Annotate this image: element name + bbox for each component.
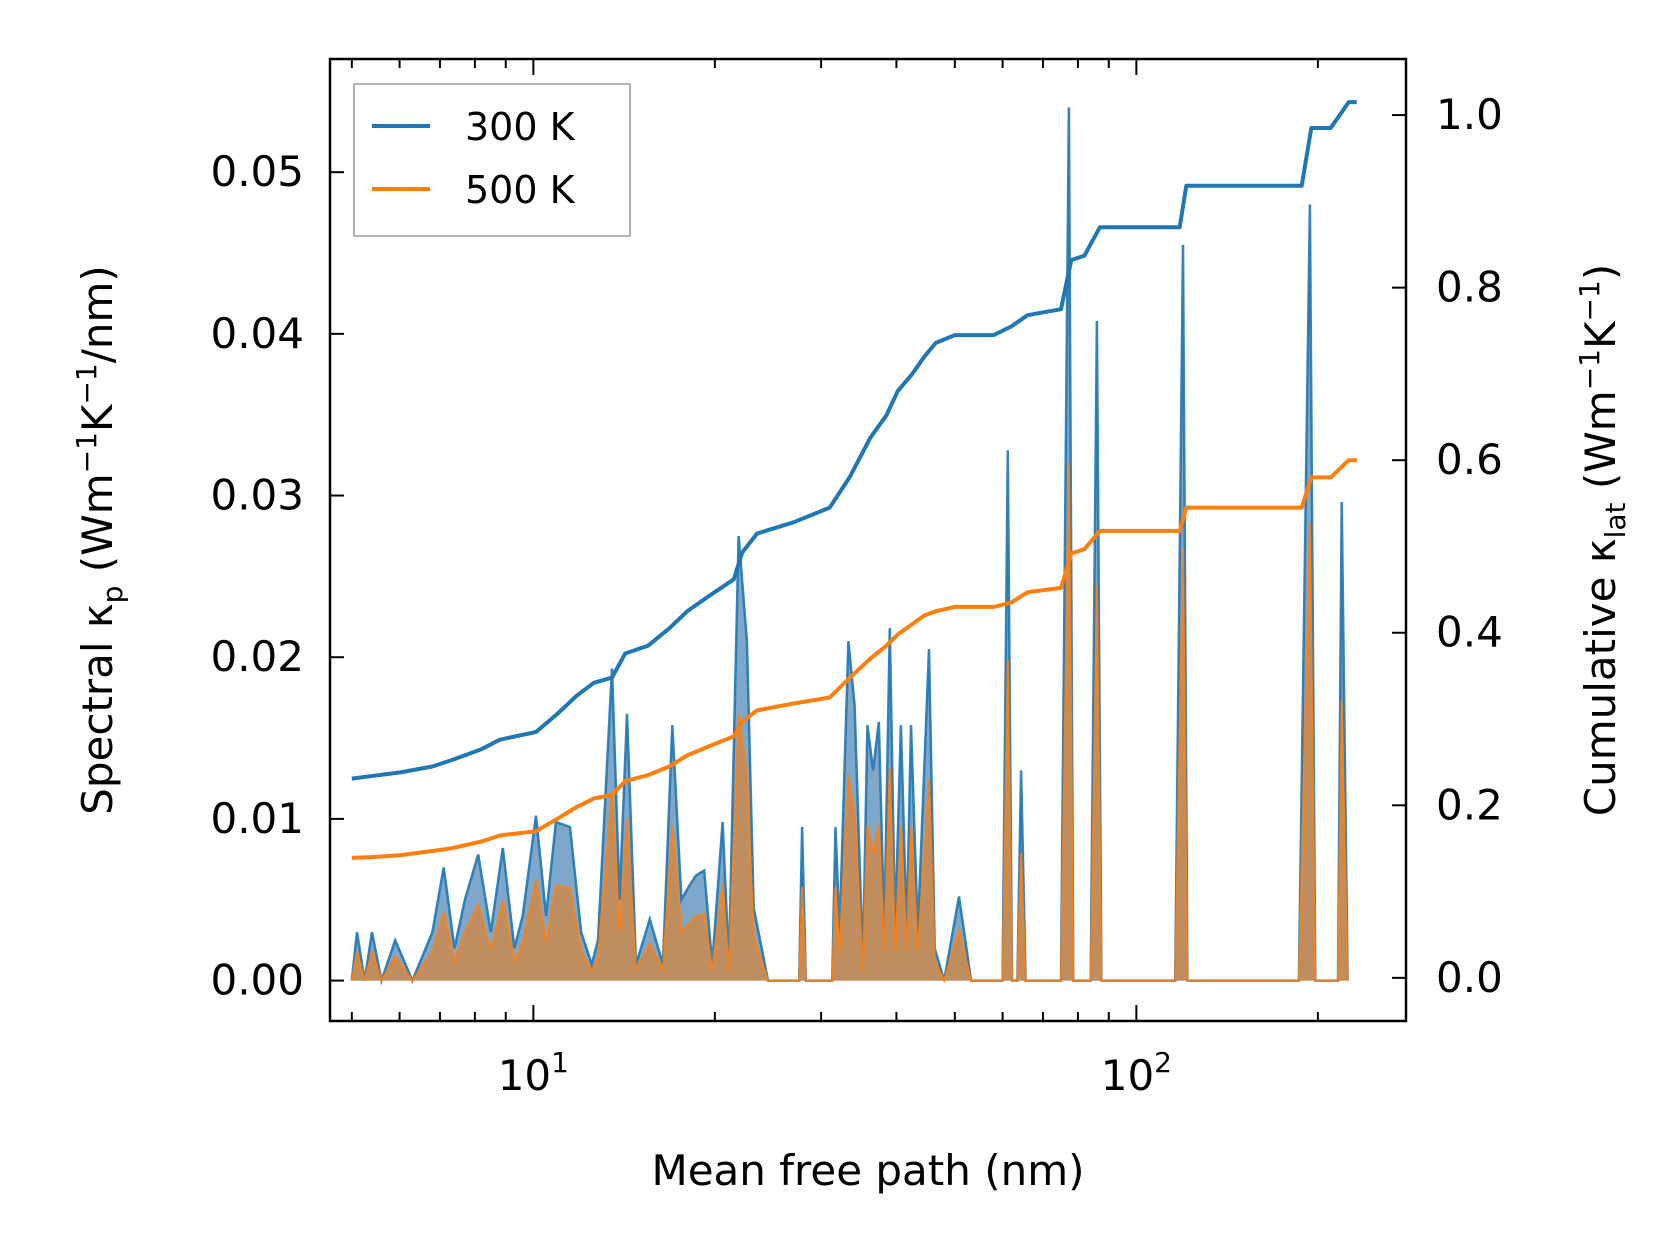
cumulative-layer	[351, 100, 1357, 860]
legend-box	[353, 83, 631, 237]
y-right-tick-label: 0.2	[1436, 780, 1503, 829]
ticks-layer: 0.00 0.01 0.02 0.03 0.04 0.05 0.0 0.2 0.4 0.6 0.8 1…	[210, 59, 1503, 1100]
y-right-tick-label: 0.0	[1436, 953, 1503, 1002]
y-left-tick-label: 0.01	[210, 794, 304, 843]
x-tick-label: 102	[1101, 1046, 1172, 1100]
x-tick-label: 101	[498, 1046, 569, 1100]
spectral-layer	[350, 107, 1349, 986]
legend-label-500k: 500 K	[465, 168, 576, 212]
y-left-tick-label: 0.02	[210, 632, 304, 681]
spectral-line-500k	[350, 463, 1349, 984]
cumulative-line-300k	[351, 100, 1357, 781]
y-right-tick-label: 0.8	[1436, 263, 1503, 312]
y-right-tick-label: 0.6	[1436, 435, 1503, 484]
plot-frame	[328, 57, 1408, 1023]
y-right-tick-label: 1.0	[1436, 90, 1503, 139]
legend: 300 K 500 K	[353, 83, 631, 237]
spectral-area-500k	[351, 463, 1348, 981]
y-left-tick-label: 0.05	[210, 147, 304, 196]
y-axis-right-label: Cumulative κlat (Wm−1K−1)	[1573, 264, 1632, 816]
x-axis-label: Mean free path (nm)	[651, 1146, 1084, 1195]
y-left-tick-label: 0.00	[210, 956, 304, 1005]
y-right-tick-label: 0.4	[1436, 608, 1503, 657]
y-left-tick-label: 0.04	[210, 309, 304, 358]
legend-label-300k: 300 K	[465, 105, 576, 149]
y-left-tick-label: 0.03	[210, 471, 304, 520]
cumulative-line-500k	[351, 458, 1357, 860]
y-axis-left-label: Spectral κp (Wm−1K−1/nm)	[70, 265, 129, 815]
